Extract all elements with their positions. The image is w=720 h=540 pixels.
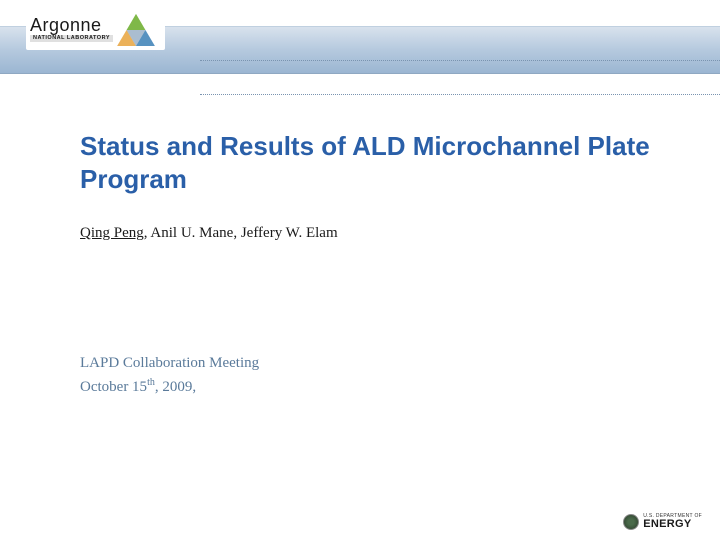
authors-line: Qing Peng, Anil U. Mane, Jeffery W. Elam bbox=[80, 225, 660, 242]
meeting-info: LAPD Collaboration Meeting October 15th,… bbox=[80, 352, 660, 398]
meeting-name: LAPD Collaboration Meeting bbox=[80, 352, 660, 375]
doe-logo: U.S. DEPARTMENT OF ENERGY bbox=[623, 514, 702, 530]
argonne-triangle-icon bbox=[117, 12, 155, 46]
slide-content: Status and Results of ALD Microchannel P… bbox=[80, 130, 660, 398]
doe-seal-icon bbox=[623, 514, 639, 530]
header-dotted-top bbox=[200, 60, 720, 61]
coauthors: , Anil U. Mane, Jeffery W. Elam bbox=[144, 225, 338, 241]
slide-title: Status and Results of ALD Microchannel P… bbox=[80, 130, 660, 195]
doe-energy-text: ENERGY bbox=[643, 519, 702, 530]
argonne-logo: Argonne NATIONAL LABORATORY bbox=[26, 6, 165, 50]
meeting-date: October 15th, 2009, bbox=[80, 375, 660, 399]
logo-sub-text: NATIONAL LABORATORY bbox=[30, 35, 113, 43]
presenter-name: Qing Peng bbox=[80, 225, 144, 241]
header-dotted-bottom bbox=[200, 94, 720, 95]
logo-main-text: Argonne bbox=[30, 16, 102, 34]
